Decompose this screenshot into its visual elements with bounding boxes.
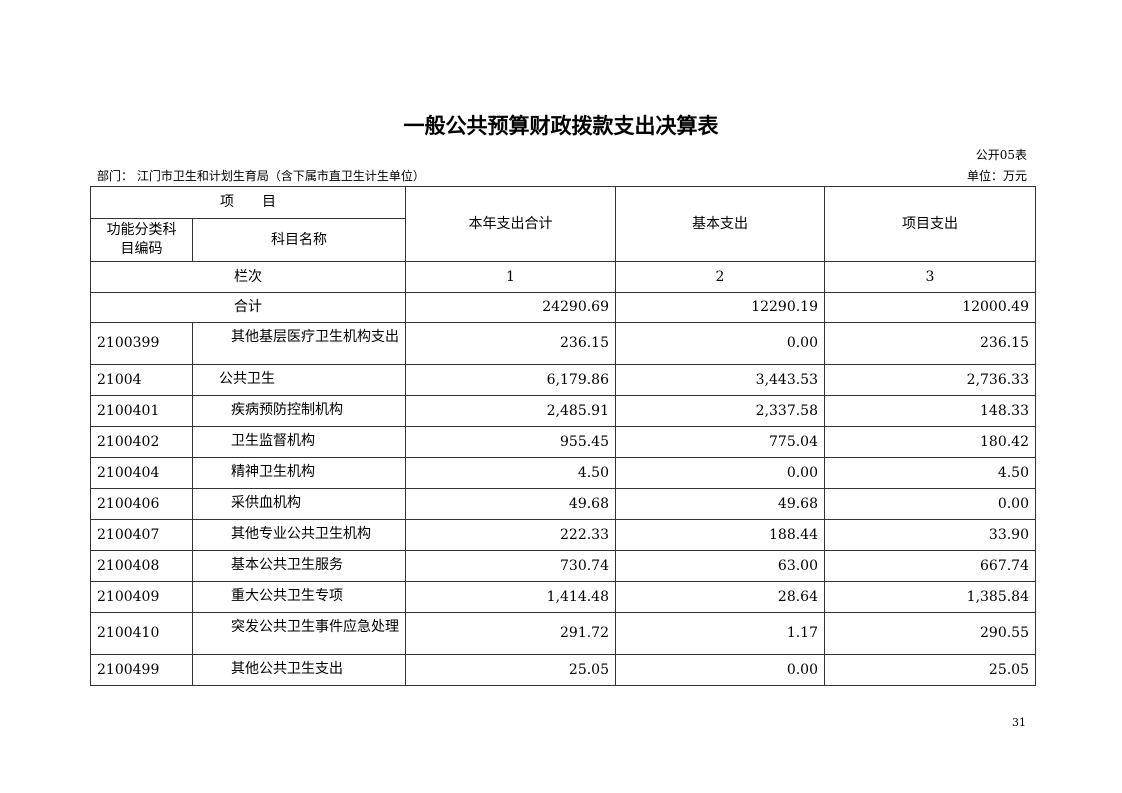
table-row: 2100409 重大公共卫生专项 1,414.48 28.64 1,385.84 (90, 581, 1036, 613)
row-basic: 0.00 (615, 654, 825, 686)
row-name: 采供血机构 (192, 488, 406, 520)
table-row: 21004 公共卫生 6,179.86 3,443.53 2,736.33 (90, 364, 1036, 396)
row-total: 4.50 (405, 457, 616, 489)
row-project: 290.55 (824, 612, 1036, 655)
table-code: 公开05表 (975, 148, 1027, 162)
sum-basic: 12290.19 (615, 292, 825, 323)
row-code: 21004 (90, 364, 193, 396)
row-total: 6,179.86 (405, 364, 616, 396)
row-name: 基本公共卫生服务 (192, 550, 406, 582)
row-code: 2100404 (90, 457, 193, 489)
row-basic: 0.00 (615, 322, 825, 365)
row-total: 2,485.91 (405, 395, 616, 427)
row-project: 180.42 (824, 426, 1036, 458)
unit-label: 单位：万元 (966, 169, 1027, 183)
header-basic: 基本支出 (615, 186, 825, 262)
page-title: 一般公共预算财政拨款支出决算表 (403, 113, 719, 138)
row-basic: 49.68 (615, 488, 825, 520)
row-basic: 3,443.53 (615, 364, 825, 396)
row-basic: 1.17 (615, 612, 825, 655)
row-project: 25.05 (824, 654, 1036, 686)
row-code: 2100409 (90, 581, 193, 613)
row-name: 疾病预防控制机构 (192, 395, 406, 427)
table-row: 2100499 其他公共卫生支出 25.05 0.00 25.05 (90, 654, 1036, 686)
col-index-3: 3 (824, 261, 1036, 293)
table-row: 2100410 突发公共卫生事件应急处理 291.72 1.17 290.55 (90, 612, 1036, 655)
table-row: 2100401 疾病预防控制机构 2,485.91 2,337.58 148.33 (90, 395, 1036, 427)
row-total: 49.68 (405, 488, 616, 520)
column-label: 栏次 (90, 261, 406, 293)
table-row: 2100407 其他专业公共卫生机构 222.33 188.44 33.90 (90, 519, 1036, 551)
col-index-1: 1 (405, 261, 616, 293)
page-number: 31 (1012, 716, 1026, 729)
row-name: 其他公共卫生支出 (192, 654, 406, 686)
row-basic: 775.04 (615, 426, 825, 458)
row-basic: 188.44 (615, 519, 825, 551)
row-project: 4.50 (824, 457, 1036, 489)
row-basic: 28.64 (615, 581, 825, 613)
sum-total: 24290.69 (405, 292, 616, 323)
sum-label: 合计 (90, 292, 406, 323)
row-basic: 2,337.58 (615, 395, 825, 427)
col-index-2: 2 (615, 261, 825, 293)
row-code: 2100407 (90, 519, 193, 551)
row-basic: 63.00 (615, 550, 825, 582)
row-total: 291.72 (405, 612, 616, 655)
row-code: 2100399 (90, 322, 193, 365)
table-row: 2100408 基本公共卫生服务 730.74 63.00 667.74 (90, 550, 1036, 582)
table-row: 2100404 精神卫生机构 4.50 0.00 4.50 (90, 457, 1036, 489)
sum-row: 合计 24290.69 12290.19 12000.49 (90, 292, 1036, 323)
row-project: 236.15 (824, 322, 1036, 365)
row-total: 1,414.48 (405, 581, 616, 613)
row-name: 公共卫生 (192, 364, 406, 396)
row-project: 33.90 (824, 519, 1036, 551)
row-code: 2100408 (90, 550, 193, 582)
row-total: 236.15 (405, 322, 616, 365)
row-name: 突发公共卫生事件应急处理 (192, 612, 406, 655)
table-row: 2100406 采供血机构 49.68 49.68 0.00 (90, 488, 1036, 520)
row-name: 精神卫生机构 (192, 457, 406, 489)
row-name: 卫生监督机构 (192, 426, 406, 458)
row-code: 2100410 (90, 612, 193, 655)
department: 部门： 江门市卫生和计划生育局（含下属市直卫生计生单位） (97, 169, 425, 183)
row-total: 730.74 (405, 550, 616, 582)
header-project: 项目支出 (824, 186, 1036, 262)
row-name: 其他专业公共卫生机构 (192, 519, 406, 551)
row-code: 2100499 (90, 654, 193, 686)
row-name: 其他基层医疗卫生机构支出 (192, 322, 406, 365)
row-project: 0.00 (824, 488, 1036, 520)
row-name: 重大公共卫生专项 (192, 581, 406, 613)
expenditure-table: 项 目 本年支出合计 基本支出 项目支出 功能分类科目编码 科目名称 栏次 1 … (90, 186, 1036, 686)
header-total: 本年支出合计 (405, 186, 616, 262)
header-code: 功能分类科目编码 (90, 218, 193, 262)
header-name: 科目名称 (192, 218, 406, 262)
row-code: 2100401 (90, 395, 193, 427)
row-total: 222.33 (405, 519, 616, 551)
row-project: 667.74 (824, 550, 1036, 582)
table-row: 2100399 其他基层医疗卫生机构支出 236.15 0.00 236.15 (90, 322, 1036, 365)
row-code: 2100402 (90, 426, 193, 458)
row-total: 955.45 (405, 426, 616, 458)
header-item: 项 目 (90, 186, 406, 219)
row-project: 148.33 (824, 395, 1036, 427)
row-basic: 0.00 (615, 457, 825, 489)
table-row: 2100402 卫生监督机构 955.45 775.04 180.42 (90, 426, 1036, 458)
row-total: 25.05 (405, 654, 616, 686)
sum-project: 12000.49 (824, 292, 1036, 323)
row-project: 2,736.33 (824, 364, 1036, 396)
row-project: 1,385.84 (824, 581, 1036, 613)
row-code: 2100406 (90, 488, 193, 520)
